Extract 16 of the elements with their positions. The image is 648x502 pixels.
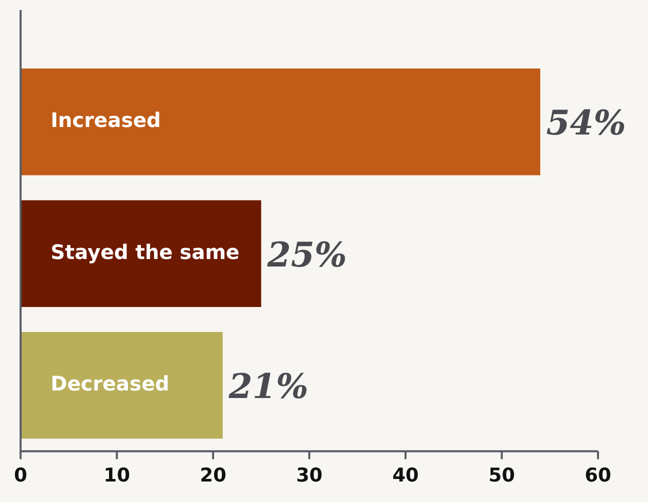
x-tick-label: 0 [14,464,28,487]
y-tick-label: Increased [50,108,161,132]
x-tick-label: 40 [392,464,419,487]
x-tick-label: 30 [296,464,323,487]
x-tick-label: 60 [584,464,612,487]
bar [20,332,223,439]
x-tick-label: 20 [200,464,226,487]
data-label: 25% [266,235,347,276]
data-label: 54% [546,104,626,144]
x-tick-label: 10 [104,464,130,487]
bar [20,68,540,176]
data-label: 21% [228,367,308,408]
bar [20,200,262,307]
y-tick-label: Decreased [50,372,170,396]
y-tick-label: Stayed the same [50,240,240,264]
x-tick-label: 50 [488,464,515,487]
